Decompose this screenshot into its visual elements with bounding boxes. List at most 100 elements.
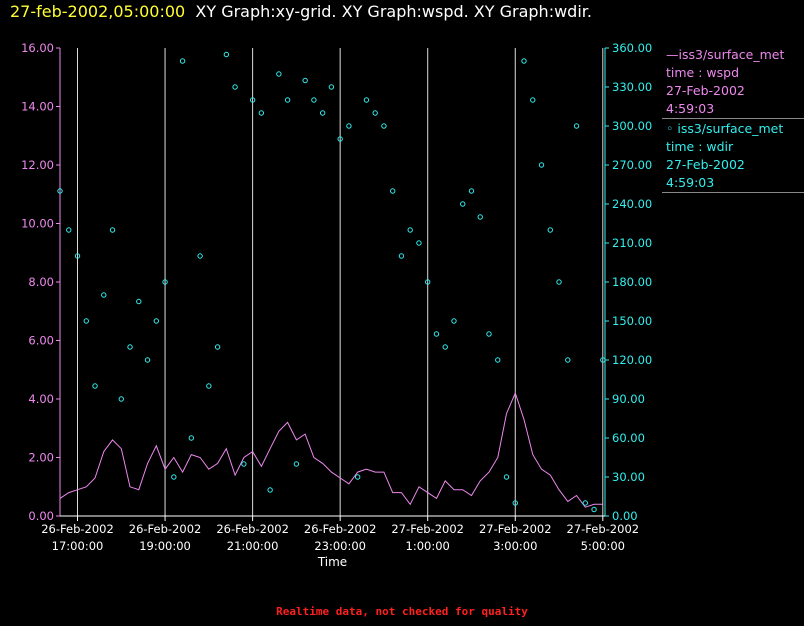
legend-wspd-time: 4:59:03 (666, 101, 715, 116)
y-left-tick-label: 6.00 (28, 334, 54, 348)
series-wdir-point (389, 188, 396, 194)
series-wdir-point (232, 84, 238, 90)
series-wdir-point (503, 474, 510, 480)
legend-wdir[interactable]: ◦ iss3/surface_met time : wdir 27-Feb-20… (666, 120, 783, 192)
series-wdir-point (556, 279, 562, 285)
series-wdir-point (83, 318, 89, 324)
y-right-tick-label: 120.00 (612, 353, 652, 367)
x-axis-label: Time (317, 555, 347, 569)
y-right-tick-label: 270.00 (612, 158, 652, 172)
series-wdir-point (398, 253, 405, 259)
title-timestamp: 27-feb-2002,05:00:00 (10, 2, 186, 21)
series-wdir-point (249, 97, 256, 103)
series-wdir-point (460, 201, 466, 207)
series-wdir-point (258, 110, 265, 116)
y-right-tick-label: 330.00 (612, 80, 652, 94)
series-wdir-point (311, 97, 317, 103)
x-tick-label-time: 5:00:00 (581, 539, 625, 553)
x-tick-label-time: 17:00:00 (52, 539, 104, 553)
series-wdir-point (92, 383, 98, 389)
series-wdir-point (101, 292, 107, 298)
series-wdir-point (153, 318, 160, 324)
y-right-tick-label: 180.00 (612, 275, 652, 289)
series-wdir-point (118, 396, 124, 402)
y-left-tick-label: 16.00 (21, 41, 54, 55)
series-wdir-point (284, 97, 291, 103)
y-left-tick-label: 12.00 (21, 158, 54, 172)
series-wdir-point (328, 84, 335, 90)
y-right-tick-label: 30.00 (612, 470, 645, 484)
series-wdir-point (171, 474, 177, 480)
x-tick-label-date: 27-Feb-2002 (567, 522, 640, 536)
series-wdir-point (276, 71, 282, 77)
series-wdir-point (582, 500, 589, 506)
series-wdir-point (416, 240, 422, 246)
x-tick-label-date: 26-Feb-2002 (304, 522, 377, 536)
y-right-tick-label: 60.00 (612, 431, 645, 445)
series-wdir-point (267, 487, 273, 493)
series-wdir-point (66, 227, 72, 233)
legend-wdir-source: ◦ iss3/surface_met (666, 121, 784, 136)
quality-notice: Realtime data, not checked for quality (276, 605, 528, 618)
series-wdir-point (381, 123, 387, 129)
y-left-tick-label: 4.00 (28, 392, 54, 406)
legend-divider (662, 192, 804, 193)
series-wdir-point (495, 357, 501, 363)
y-right-tick-label: 240.00 (612, 197, 652, 211)
y-right-tick-label: 90.00 (612, 392, 645, 406)
series-wdir-point (293, 461, 300, 467)
legend-wspd[interactable]: —iss3/surface_met time : wspd 27-Feb-200… (666, 46, 784, 118)
x-tick-label-date: 26-Feb-2002 (129, 522, 202, 536)
series-wdir-point (223, 51, 230, 58)
y-left-tick-label: 10.00 (21, 217, 54, 231)
series-wdir-point (162, 279, 168, 285)
series-wdir-point (477, 214, 483, 220)
series-wdir-point (547, 227, 553, 233)
y-left-tick-label: 14.00 (21, 100, 54, 114)
y-left-tick-label: 0.00 (28, 509, 54, 523)
legend-wdir-time: 4:59:03 (666, 175, 715, 190)
series-wdir-point (109, 227, 116, 233)
series-wdir-point (372, 110, 378, 116)
series-wdir-point (433, 331, 440, 337)
x-tick-label-time: 21:00:00 (227, 539, 279, 553)
series-wdir-point (127, 344, 133, 350)
series-wdir-point (486, 331, 492, 337)
legend-wspd-date: 27-Feb-2002 (666, 83, 745, 98)
series-wdir-point (468, 188, 475, 194)
series-wdir-point (538, 162, 545, 168)
x-tick-label-time: 19:00:00 (139, 539, 191, 553)
legend-wspd-variable: time : wspd (666, 65, 740, 80)
series-wdir-point (337, 136, 343, 142)
title-text: XY Graph:xy-grid. XY Graph:wspd. XY Grap… (195, 2, 592, 21)
x-tick-label-time: 23:00:00 (314, 539, 366, 553)
series-wdir-point (354, 474, 361, 480)
series-wdir-point (302, 77, 308, 84)
x-tick-label-time: 1:00:00 (406, 539, 450, 553)
legend-wdir-date: 27-Feb-2002 (666, 157, 745, 172)
y-right-tick-label: 210.00 (612, 236, 652, 250)
legend-wdir-variable: time : wdir (666, 139, 734, 154)
series-wdir-point (144, 357, 151, 363)
series-wdir-point (591, 506, 597, 513)
series-wdir-point (74, 253, 81, 259)
series-wspd-line (59, 391, 603, 508)
series-wdir-point (206, 383, 212, 389)
y-left-tick-label: 2.00 (28, 451, 54, 465)
series-wdir-point (214, 344, 221, 350)
y-right-tick-label: 360.00 (612, 41, 652, 55)
y-left-tick-label: 8.00 (28, 275, 54, 289)
series-wdir-point (179, 58, 186, 64)
series-wdir-point (565, 357, 571, 363)
series-wdir-point (451, 318, 457, 324)
x-tick-label-date: 27-Feb-2002 (479, 522, 552, 536)
x-tick-label-date: 27-Feb-2002 (391, 522, 464, 536)
y-right-tick-label: 300.00 (612, 119, 652, 133)
legend-divider (662, 118, 804, 119)
series-wdir-point (319, 110, 326, 116)
series-wdir-point (425, 279, 431, 285)
series-wdir-point (442, 344, 448, 350)
series-wdir-point (57, 188, 63, 194)
series-wdir-point (407, 227, 413, 233)
